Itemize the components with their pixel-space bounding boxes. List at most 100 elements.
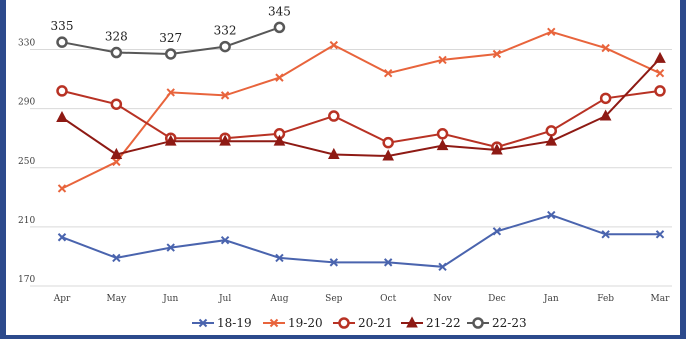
data-labels: 335 328 327 332 345	[51, 4, 291, 45]
y-tick-label: 250	[18, 157, 35, 167]
marker-stroke	[198, 318, 208, 328]
data-point-triangle-marker	[654, 51, 666, 63]
data-point-x-marker	[547, 210, 556, 220]
series-line-20-21	[61, 89, 661, 149]
data-point-x-marker	[220, 91, 230, 100]
data-point-x-marker	[383, 68, 393, 78]
data-point-triangle-marker	[545, 134, 558, 146]
data-point-x-marker	[57, 233, 67, 242]
data-point-circle-marker	[472, 317, 484, 329]
x-tick-label: Oct	[380, 294, 396, 304]
x-tick-label: Jul	[218, 294, 231, 304]
data-point-x-marker	[383, 258, 393, 267]
y-tick-label: 330	[18, 39, 35, 49]
marker-stroke	[220, 91, 230, 100]
data-point-triangle-marker	[164, 134, 177, 146]
legend[interactable]: 18-19 19-20 20-21 21-22 22-23	[192, 316, 527, 330]
y-tick-label: 290	[18, 98, 35, 108]
data-point-circle-marker	[110, 46, 123, 59]
data-point-triangle-marker	[56, 110, 68, 123]
series-line-19-20	[61, 30, 661, 190]
data-point-circle-marker	[382, 136, 394, 149]
data-point-x-marker	[438, 55, 447, 65]
marker-stroke	[275, 253, 284, 263]
marker-stroke	[112, 253, 121, 263]
legend-label: 20-21	[358, 316, 393, 330]
marker-stroke	[438, 262, 447, 271]
data-point-x-marker	[112, 253, 121, 263]
data-point-x-marker	[269, 318, 279, 328]
data-point-circle-marker	[273, 21, 286, 34]
data-point-x-marker	[492, 49, 502, 59]
data-point-x-marker	[57, 184, 67, 193]
marker-stroke	[383, 258, 393, 267]
data-point-x-marker	[275, 73, 284, 82]
data-point-triangle-marker	[273, 134, 286, 146]
x-tick-label: Aug	[269, 294, 288, 304]
data-point-x-marker	[492, 227, 502, 236]
data-point-triangle-marker	[406, 316, 418, 328]
marker-stroke	[383, 68, 393, 78]
data-point-triangle-marker	[219, 134, 231, 146]
data-point-circle-marker	[110, 98, 123, 110]
data-point-circle-marker	[56, 36, 68, 48]
data-label: 332	[214, 24, 237, 38]
legend-item-18-19[interactable]: 18-19	[192, 316, 252, 330]
data-point-x-marker	[329, 40, 339, 50]
x-tick-label: Apr	[53, 294, 71, 304]
legend-item-19-20[interactable]: 19-20	[263, 316, 323, 330]
data-point-circle-marker	[219, 40, 231, 53]
legend-label: 19-20	[288, 316, 323, 330]
axes: 170 210 250 290 330 Apr May Jun Jul Aug Sep Oct Nov D…	[18, 39, 670, 304]
marker-stroke	[166, 88, 175, 97]
marker-stroke	[655, 68, 665, 78]
x-tick-label: Mar	[651, 294, 671, 304]
data-point-x-marker	[112, 157, 121, 167]
x-tick-label: May	[107, 294, 128, 304]
data-point-x-marker	[438, 262, 447, 271]
legend-label: 22-23	[492, 316, 527, 330]
x-tick-label: Sep	[325, 294, 342, 304]
data-point-triangle-marker	[327, 147, 340, 159]
data-label: 328	[105, 30, 128, 44]
data-point-x-marker	[547, 27, 556, 37]
x-tick-label: Dec	[488, 294, 506, 304]
data-point-x-marker	[220, 235, 230, 245]
data-point-x-marker	[166, 243, 175, 252]
y-tick-label: 170	[18, 275, 35, 285]
data-point-circle-marker	[328, 110, 340, 122]
x-tick-label: Jun	[162, 294, 178, 304]
data-point-x-marker	[655, 68, 665, 78]
legend-item-22-23[interactable]: 22-23	[467, 316, 527, 330]
marker-stroke	[655, 230, 665, 239]
x-tick-label: Jan	[543, 294, 559, 304]
marker-stroke	[601, 43, 610, 53]
marker-stroke	[112, 157, 121, 167]
data-point-x-marker	[329, 258, 339, 267]
legend-label: 21-22	[426, 316, 461, 330]
marker-stroke	[547, 210, 556, 220]
marker-stroke	[220, 235, 230, 245]
data-point-x-marker	[655, 230, 665, 239]
data-point-circle-marker	[338, 317, 350, 329]
marker-stroke	[57, 233, 67, 242]
data-point-triangle-marker	[599, 109, 612, 121]
data-point-x-marker	[601, 230, 610, 239]
data-point-x-marker	[275, 253, 284, 263]
data-label: 327	[159, 31, 182, 45]
data-point-x-marker	[198, 318, 208, 328]
data-point-x-marker	[601, 43, 610, 53]
data-label: 335	[51, 19, 74, 33]
marker-stroke	[547, 27, 556, 37]
series-line-21-22	[61, 57, 661, 158]
legend-label: 18-19	[217, 316, 252, 330]
legend-item-20-21[interactable]: 20-21	[333, 316, 393, 330]
legend-item-21-22[interactable]: 21-22	[401, 316, 461, 330]
marker-stroke	[329, 258, 339, 267]
data-point-triangle-marker	[491, 143, 503, 155]
marker-stroke	[275, 73, 284, 82]
marker-stroke	[166, 243, 175, 252]
data-point-triangle-marker	[382, 149, 395, 161]
x-tick-label: Nov	[433, 294, 452, 304]
marker-stroke	[269, 318, 279, 328]
